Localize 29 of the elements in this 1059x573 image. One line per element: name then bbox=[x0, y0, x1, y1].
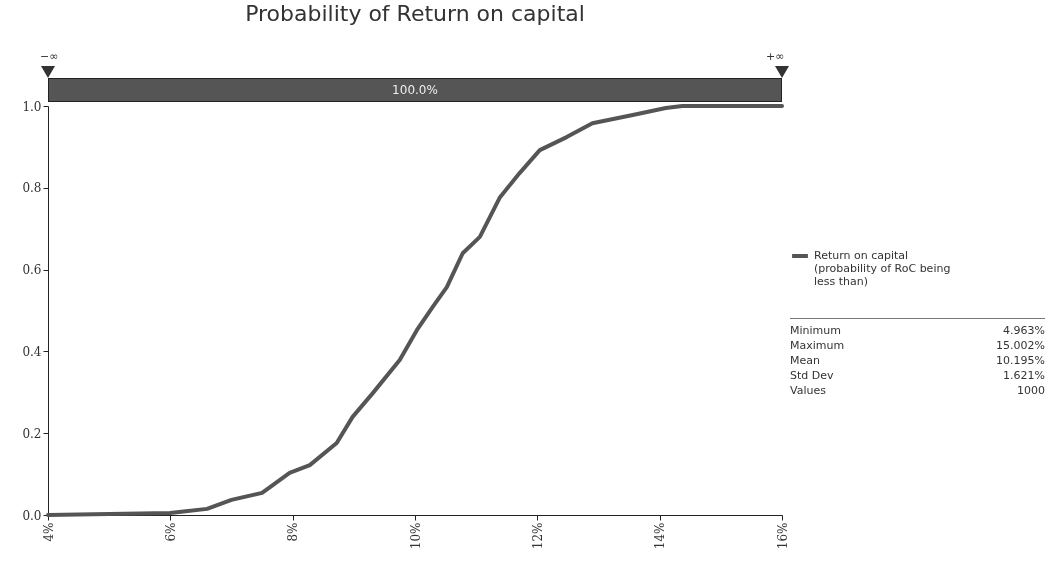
y-tick-label: 0.4 bbox=[22, 344, 42, 359]
chart-title: Probability of Return on capital bbox=[245, 1, 585, 26]
x-tick-label: 12% bbox=[530, 522, 545, 550]
y-tick-label: 0.8 bbox=[22, 181, 42, 196]
line-series bbox=[46, 104, 784, 517]
x-tick-label: 10% bbox=[408, 522, 423, 550]
text: Std Dev bbox=[790, 368, 834, 383]
text: Mean bbox=[790, 353, 820, 368]
x-tick-label: 4% bbox=[41, 522, 56, 542]
text: Values bbox=[790, 383, 826, 398]
text: 4.963% bbox=[1003, 323, 1045, 338]
range-strip: 100.0% bbox=[48, 78, 782, 102]
text: Maximum bbox=[790, 338, 845, 353]
x-tick-label: 8% bbox=[286, 522, 301, 542]
y-tick-label: 0.2 bbox=[22, 426, 42, 441]
x-tick-label: 16% bbox=[775, 522, 790, 550]
legend-label: Return on capital (probability of RoC being less than) bbox=[814, 249, 951, 288]
text: +∞ bbox=[766, 50, 785, 63]
text: 10.195% bbox=[996, 353, 1045, 368]
text: 1000 bbox=[1017, 383, 1045, 398]
text: Minimum bbox=[790, 323, 841, 338]
text: 1.621% bbox=[1003, 368, 1045, 383]
x-tick-label: 6% bbox=[163, 522, 178, 542]
y-tick-label: 0.0 bbox=[22, 508, 42, 523]
text: −∞ bbox=[40, 50, 59, 63]
text: 15.002% bbox=[996, 338, 1045, 353]
y-tick-label: 1.0 bbox=[22, 99, 42, 114]
y-tick-label: 0.6 bbox=[22, 263, 42, 278]
x-tick-label: 14% bbox=[653, 522, 668, 550]
